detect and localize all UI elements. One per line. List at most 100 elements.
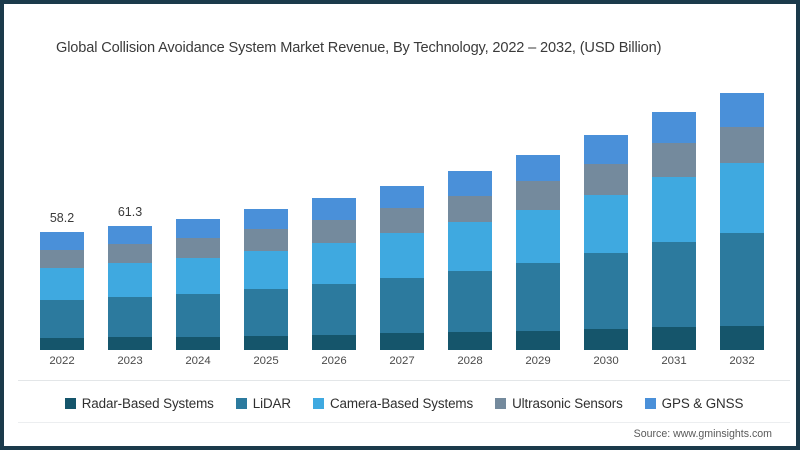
bar-segment[interactable] — [40, 337, 84, 350]
legend-item[interactable]: LiDAR — [235, 396, 291, 411]
bar-segment[interactable] — [380, 278, 424, 334]
stacked-bar[interactable] — [108, 225, 152, 350]
legend-swatch-icon — [64, 398, 76, 409]
bar-segment[interactable] — [652, 111, 696, 144]
stacked-bar[interactable] — [516, 154, 560, 350]
bar-segment[interactable] — [448, 332, 492, 350]
x-axis-tick-2030: 2030 — [593, 355, 619, 367]
bar-segment[interactable] — [652, 143, 696, 178]
stacked-bar[interactable] — [720, 93, 764, 350]
stacked-bar[interactable] — [312, 198, 356, 350]
stacked-bar[interactable] — [380, 185, 424, 350]
bar-segment[interactable] — [720, 127, 764, 164]
legend-swatch-icon — [312, 398, 324, 409]
bar-segment[interactable] — [176, 237, 220, 259]
bar-segment[interactable] — [244, 250, 288, 290]
bar-segment[interactable] — [108, 243, 152, 264]
legend-label: Camera-Based Systems — [329, 396, 474, 411]
x-axis-tick-2026: 2026 — [321, 355, 347, 367]
bar-segment[interactable] — [584, 194, 628, 254]
bar-value-label: 58.2 — [49, 210, 75, 225]
bar-value-label: 61.3 — [117, 204, 143, 219]
bar-segment[interactable] — [516, 154, 560, 182]
x-axis-tick-2031: 2031 — [661, 355, 687, 367]
bar-segment[interactable] — [448, 222, 492, 272]
legend-label: Ultrasonic Sensors — [512, 396, 623, 411]
bar-segment[interactable] — [652, 327, 696, 350]
stacked-bar[interactable] — [40, 231, 84, 350]
bar-segment[interactable] — [108, 225, 152, 244]
bar-segment[interactable] — [244, 289, 288, 336]
bar-segment[interactable] — [380, 233, 424, 279]
source-divider — [18, 422, 790, 423]
bar-segment[interactable] — [516, 330, 560, 350]
plot-area: 58.2 61.3 — [40, 76, 764, 350]
x-axis-tick-2025: 2025 — [253, 355, 279, 367]
bar-segment[interactable] — [720, 233, 764, 326]
bar-segment[interactable] — [40, 231, 84, 250]
bar-segment[interactable] — [244, 208, 288, 230]
bar-segment[interactable] — [584, 253, 628, 329]
x-axis-tick-2024: 2024 — [185, 355, 211, 367]
legend-item[interactable]: Radar-Based Systems — [64, 396, 214, 411]
bar-segment[interactable] — [176, 258, 220, 294]
x-axis-tick-2029: 2029 — [525, 355, 551, 367]
bar-segment[interactable] — [108, 263, 152, 298]
bar-segment[interactable] — [584, 163, 628, 195]
bar-segment[interactable] — [652, 242, 696, 328]
bar-segment[interactable] — [312, 219, 356, 243]
legend-label: GPS & GNSS — [661, 396, 744, 411]
bar-segment[interactable] — [108, 297, 152, 338]
bar-segment[interactable] — [584, 328, 628, 350]
legend-swatch-icon — [644, 398, 656, 409]
chart-legend: Radar-Based Systems LiDAR Camera-Based Sys… — [4, 396, 796, 411]
bar-segment[interactable] — [516, 263, 560, 331]
bar-segment[interactable] — [40, 249, 84, 269]
stacked-bar[interactable] — [584, 134, 628, 350]
stacked-bar[interactable] — [244, 208, 288, 350]
bar-segment[interactable] — [380, 208, 424, 234]
bar-segment[interactable] — [448, 195, 492, 223]
x-axis: 2022 2023 2024 2025 2026 2027 2028 2029 2030 2031… — [40, 350, 764, 374]
bar-segment[interactable] — [176, 218, 220, 238]
bar-segment[interactable] — [244, 229, 288, 251]
legend-label: Radar-Based Systems — [81, 396, 214, 411]
x-axis-tick-2022: 2022 — [49, 355, 75, 367]
bar-segment[interactable] — [312, 334, 356, 350]
x-axis-tick-2027: 2027 — [389, 355, 415, 367]
bar-segment[interactable] — [380, 185, 424, 209]
bar-segment[interactable] — [448, 271, 492, 333]
stacked-bar[interactable] — [448, 171, 492, 350]
legend-label: LiDAR — [252, 396, 291, 411]
bar-segment[interactable] — [380, 333, 424, 350]
chart-panel: Global Collision Avoidance System Market… — [4, 4, 796, 446]
bar-segment[interactable] — [108, 337, 152, 350]
legend-swatch-icon — [235, 398, 247, 409]
bar-segment[interactable] — [40, 268, 84, 301]
bar-segment[interactable] — [652, 177, 696, 243]
legend-item[interactable]: GPS & GNSS — [644, 396, 744, 411]
bar-segment[interactable] — [312, 242, 356, 285]
legend-item[interactable]: Camera-Based Systems — [312, 396, 474, 411]
x-axis-tick-2032: 2032 — [729, 355, 755, 367]
legend-swatch-icon — [495, 398, 507, 409]
bar-segment[interactable] — [516, 209, 560, 264]
bar-segment[interactable] — [720, 163, 764, 234]
legend-item[interactable]: Ultrasonic Sensors — [495, 396, 623, 411]
bar-segment[interactable] — [312, 284, 356, 335]
bar-segment[interactable] — [244, 335, 288, 350]
bar-segment[interactable] — [448, 171, 492, 196]
bar-segment[interactable] — [176, 294, 220, 337]
bar-segment[interactable] — [584, 134, 628, 164]
bar-segment[interactable] — [176, 336, 220, 350]
bar-segment[interactable] — [312, 198, 356, 220]
bar-segment[interactable] — [516, 181, 560, 210]
x-axis-tick-2028: 2028 — [457, 355, 483, 367]
bar-segment[interactable] — [720, 325, 764, 350]
stacked-bar[interactable] — [176, 218, 220, 350]
x-axis-tick-2023: 2023 — [117, 355, 143, 367]
chart-title: Global Collision Avoidance System Market… — [56, 40, 662, 56]
bar-segment[interactable] — [720, 93, 764, 128]
stacked-bar[interactable] — [652, 111, 696, 350]
bar-segment[interactable] — [40, 300, 84, 338]
